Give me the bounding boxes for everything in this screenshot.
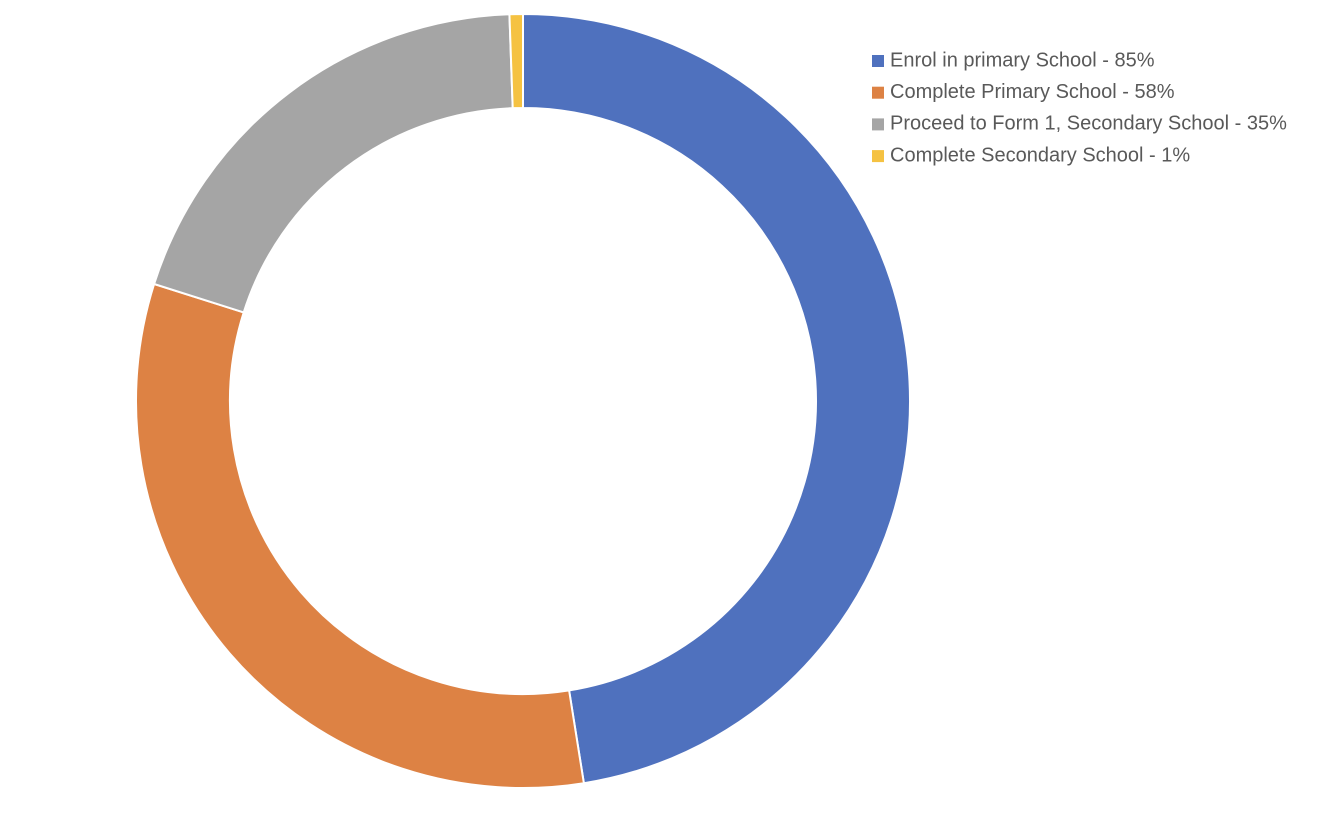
legend-swatch — [872, 86, 884, 99]
legend-swatch — [872, 55, 884, 67]
legend-swatch — [872, 150, 884, 163]
legend-label: Proceed to Form 1, Secondary School - 35… — [890, 113, 1287, 135]
legend-label: Enrol in primary School - 85% — [890, 49, 1155, 71]
slice — [152, 13, 514, 314]
slice — [522, 12, 911, 785]
legend-swatch — [872, 118, 884, 131]
slice — [135, 282, 586, 789]
legend-label: Complete Primary School - 58% — [890, 81, 1175, 103]
slice — [508, 12, 524, 110]
legend-label: Complete Secondary School - 1% — [890, 144, 1190, 166]
